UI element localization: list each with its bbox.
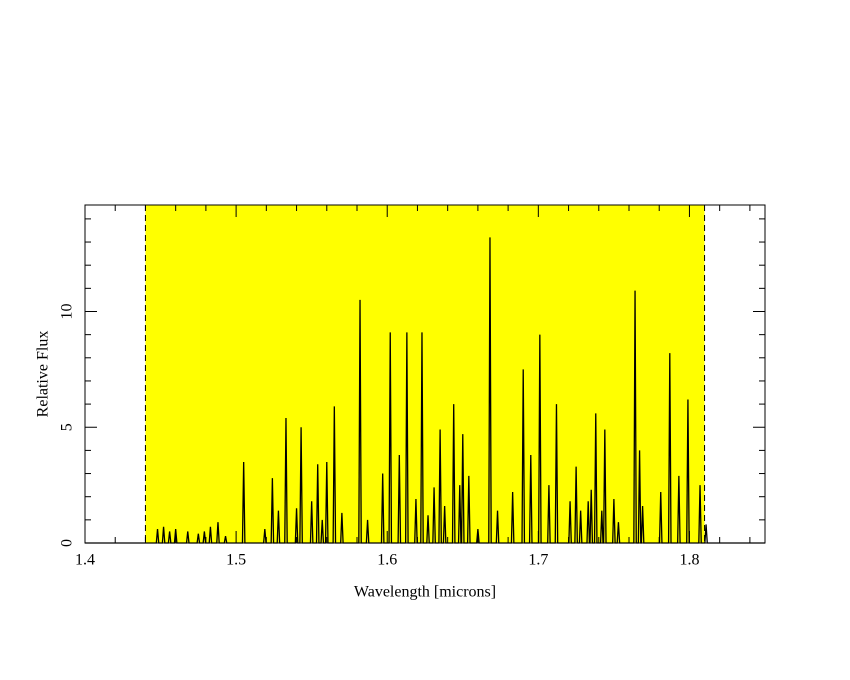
- x-tick-label: 1.6: [377, 552, 397, 569]
- shaded-region: [145, 205, 705, 543]
- y-tick-label: 5: [59, 423, 76, 431]
- y-tick-label: 0: [59, 539, 76, 547]
- plot-frame: [84, 204, 766, 544]
- x-tick-label: 1.7: [528, 552, 548, 569]
- x-tick-label: 1.5: [226, 552, 246, 569]
- x-axis-label: Wavelength [microns]: [354, 584, 496, 601]
- y-axis-label: Relative Flux: [35, 331, 52, 418]
- x-tick-label: 1.4: [75, 552, 95, 569]
- x-tick-label: 1.8: [679, 552, 699, 569]
- y-tick-label: 10: [59, 303, 76, 319]
